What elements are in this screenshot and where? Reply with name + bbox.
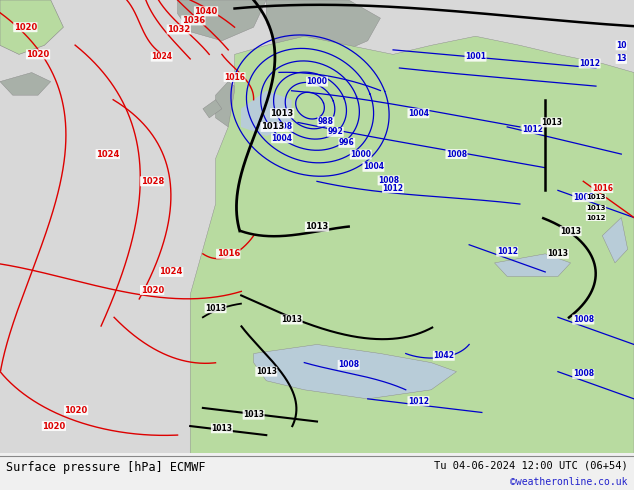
Text: Tu 04-06-2024 12:00 UTC (06+54): Tu 04-06-2024 12:00 UTC (06+54) [434,460,628,470]
Text: 1008: 1008 [338,360,359,369]
Text: 1020: 1020 [65,406,87,415]
Text: 1008: 1008 [378,176,399,185]
Text: 1012: 1012 [522,124,543,134]
Text: 1012: 1012 [579,59,600,68]
Text: 10: 10 [616,41,626,50]
Text: 1013: 1013 [271,109,294,118]
Text: ©weatheronline.co.uk: ©weatheronline.co.uk [510,477,628,487]
Text: 1012: 1012 [496,247,518,256]
Text: 1024: 1024 [151,52,172,61]
Polygon shape [216,82,247,127]
Text: 1013: 1013 [256,367,277,376]
Text: 1004: 1004 [363,162,384,171]
Polygon shape [0,73,51,95]
Text: 1000: 1000 [350,150,372,159]
Text: 1000: 1000 [306,77,328,86]
Text: 1013: 1013 [306,222,328,231]
Text: 1032: 1032 [167,25,190,34]
Text: 1020: 1020 [27,50,49,59]
Text: 1024: 1024 [160,268,183,276]
Polygon shape [203,99,222,118]
Text: 1013: 1013 [541,118,562,127]
Text: 1024: 1024 [96,149,119,159]
Text: 1028: 1028 [141,177,164,186]
Polygon shape [190,36,634,453]
Polygon shape [254,344,456,399]
Text: 1012: 1012 [408,396,429,406]
Text: 1008: 1008 [573,193,594,202]
Text: 1013: 1013 [586,194,605,200]
Text: 1008: 1008 [573,315,594,324]
Text: 1013: 1013 [586,205,605,212]
Text: 1016: 1016 [217,249,240,258]
Text: 1004: 1004 [271,134,293,143]
Text: 1013: 1013 [281,315,302,324]
Text: 1042: 1042 [433,351,455,360]
Text: 1040: 1040 [195,7,217,16]
Text: Surface pressure [hPa] ECMWF: Surface pressure [hPa] ECMWF [6,462,206,474]
Text: 992: 992 [328,127,343,136]
Text: 1013: 1013 [205,304,226,313]
Text: 1020: 1020 [141,286,164,294]
Text: 1012: 1012 [586,215,605,220]
Text: 13: 13 [616,54,626,63]
Polygon shape [178,0,266,41]
Text: 1008: 1008 [271,122,293,131]
Text: 1013: 1013 [261,122,284,131]
Polygon shape [0,0,63,54]
Text: 1036: 1036 [182,16,205,25]
Text: 988: 988 [318,117,334,126]
Text: 1004: 1004 [408,109,429,118]
Text: 1013: 1013 [211,424,233,433]
Text: 1016: 1016 [224,73,245,81]
Text: 1013: 1013 [243,410,264,419]
Polygon shape [602,218,628,263]
Text: 1008: 1008 [573,369,594,378]
Text: 1013: 1013 [547,249,569,258]
Text: 1001: 1001 [465,52,486,61]
Polygon shape [266,0,380,59]
Text: 996: 996 [339,138,354,147]
Text: 1020: 1020 [42,421,65,431]
Polygon shape [495,254,571,276]
Text: 1016: 1016 [592,184,613,193]
Text: 1020: 1020 [14,23,37,32]
Polygon shape [241,91,292,136]
Text: 1013: 1013 [560,227,581,236]
Text: 1008: 1008 [446,149,467,159]
Text: 1012: 1012 [382,184,404,193]
